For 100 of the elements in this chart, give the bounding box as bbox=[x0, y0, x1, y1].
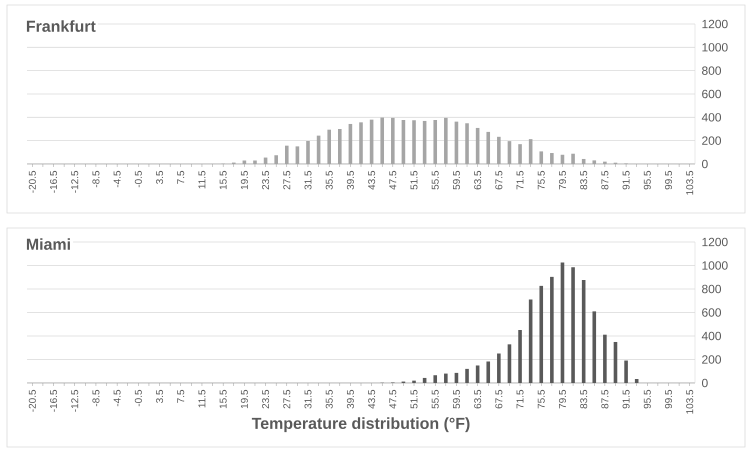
x-tick-label: 11.5 bbox=[198, 390, 206, 408]
x-tick-label: 43.5 bbox=[368, 390, 376, 409]
x-tick-label: -12.5 bbox=[71, 390, 78, 412]
bar bbox=[582, 280, 586, 383]
bar bbox=[306, 141, 310, 164]
x-tick-label: 99.5 bbox=[664, 170, 672, 190]
x-tick-label: 15.5 bbox=[220, 170, 227, 190]
bar bbox=[614, 342, 618, 383]
chart-title: Miami bbox=[26, 238, 70, 250]
x-tick-label: 83.5 bbox=[580, 390, 588, 408]
bar bbox=[592, 311, 596, 383]
y-tick-label: 200 bbox=[702, 136, 722, 145]
bar bbox=[402, 120, 406, 164]
x-tick-label: 95.5 bbox=[644, 390, 651, 408]
bar bbox=[253, 160, 257, 164]
x-tick-label: 55.5 bbox=[432, 390, 439, 408]
x-tick-label: 79.5 bbox=[558, 170, 566, 190]
x-tick-label: 59.5 bbox=[452, 170, 460, 190]
x-tick-label: 47.5 bbox=[389, 390, 396, 409]
x-tick-label: 35.5 bbox=[326, 170, 333, 190]
bar bbox=[264, 158, 268, 164]
y-tick-label: 800 bbox=[702, 66, 722, 75]
x-tick-label: -0.5 bbox=[134, 390, 142, 406]
y-tick-label: 800 bbox=[702, 284, 722, 294]
x-tick-label: 19.5 bbox=[240, 390, 248, 408]
x-tick-label: -16.5 bbox=[50, 170, 58, 193]
bar bbox=[296, 146, 300, 164]
x-tick-label: 7.5 bbox=[177, 170, 184, 184]
y-tick-label: 200 bbox=[702, 355, 722, 364]
bar bbox=[592, 160, 596, 164]
bar bbox=[528, 299, 532, 383]
bar bbox=[550, 276, 554, 383]
x-tick-label: 103.5 bbox=[686, 390, 694, 414]
x-tick-label: 63.5 bbox=[474, 170, 482, 190]
x-tick-label: 27.5 bbox=[283, 170, 290, 190]
bar bbox=[497, 136, 501, 164]
chart-title: Frankfurt bbox=[26, 20, 96, 32]
bar bbox=[560, 154, 564, 164]
bar bbox=[486, 361, 490, 383]
x-tick-label: 75.5 bbox=[538, 390, 545, 408]
bar bbox=[422, 378, 426, 383]
bar bbox=[348, 124, 352, 164]
x-tick-label: -0.5 bbox=[134, 170, 142, 188]
bar bbox=[412, 120, 416, 164]
x-tick-label: 55.5 bbox=[432, 170, 439, 190]
y-tick-label: 400 bbox=[702, 332, 722, 340]
y-tick-label: 1200 bbox=[702, 20, 728, 28]
x-tick-label: 67.5 bbox=[495, 170, 502, 190]
x-tick-label: 71.5 bbox=[516, 390, 524, 408]
y-tick-label: 1000 bbox=[702, 261, 728, 270]
x-tick-label: 19.5 bbox=[240, 170, 248, 190]
x-tick-label: 23.5 bbox=[262, 170, 270, 190]
bar bbox=[624, 360, 628, 383]
bar bbox=[422, 120, 426, 164]
x-tick-label: -20.5 bbox=[28, 390, 36, 412]
bar bbox=[444, 374, 448, 383]
bar bbox=[444, 118, 448, 164]
x-tick-label: -20.5 bbox=[28, 170, 36, 193]
bar bbox=[518, 144, 522, 164]
bar bbox=[370, 120, 374, 164]
x-tick-label: 59.5 bbox=[452, 390, 460, 408]
x-tick-label: 39.5 bbox=[346, 170, 354, 190]
bar bbox=[582, 158, 586, 164]
bar bbox=[571, 154, 575, 164]
bar bbox=[539, 286, 544, 383]
y-tick-label: 1200 bbox=[702, 238, 728, 246]
x-tick-label: 31.5 bbox=[304, 170, 312, 190]
bar bbox=[528, 139, 532, 164]
x-tick-label: 99.5 bbox=[664, 390, 672, 408]
bar bbox=[327, 130, 331, 164]
x-tick-label: -8.5 bbox=[92, 390, 100, 406]
x-tick-label: 75.5 bbox=[538, 170, 545, 190]
bar bbox=[380, 118, 384, 164]
x-tick-label: 91.5 bbox=[622, 170, 630, 190]
x-tick-label: -16.5 bbox=[50, 390, 58, 412]
bar bbox=[603, 334, 607, 383]
x-tick-label: 71.5 bbox=[516, 170, 524, 190]
y-tick-label: 600 bbox=[702, 308, 722, 317]
x-tick-label: 63.5 bbox=[474, 390, 482, 408]
x-tick-label: 87.5 bbox=[601, 170, 608, 190]
bar bbox=[550, 153, 554, 164]
x-tick-label: 91.5 bbox=[622, 390, 630, 408]
x-tick-label: 27.5 bbox=[283, 390, 290, 408]
bar bbox=[391, 118, 395, 164]
x-tick-label: 3.5 bbox=[156, 390, 164, 403]
bar bbox=[338, 128, 342, 164]
x-tick-label: 35.5 bbox=[326, 390, 333, 409]
bar bbox=[476, 128, 480, 164]
bar bbox=[465, 368, 469, 383]
bar bbox=[433, 375, 438, 383]
bar bbox=[508, 344, 512, 383]
x-tick-label: 7.5 bbox=[177, 390, 184, 403]
x-tick-label: 51.5 bbox=[410, 170, 418, 190]
bar bbox=[476, 365, 480, 383]
bar bbox=[274, 155, 278, 164]
y-tick-label: 1000 bbox=[702, 43, 728, 52]
x-tick-label: -4.5 bbox=[114, 170, 121, 188]
bar bbox=[242, 160, 246, 164]
bar bbox=[634, 378, 638, 383]
bar bbox=[454, 122, 458, 164]
